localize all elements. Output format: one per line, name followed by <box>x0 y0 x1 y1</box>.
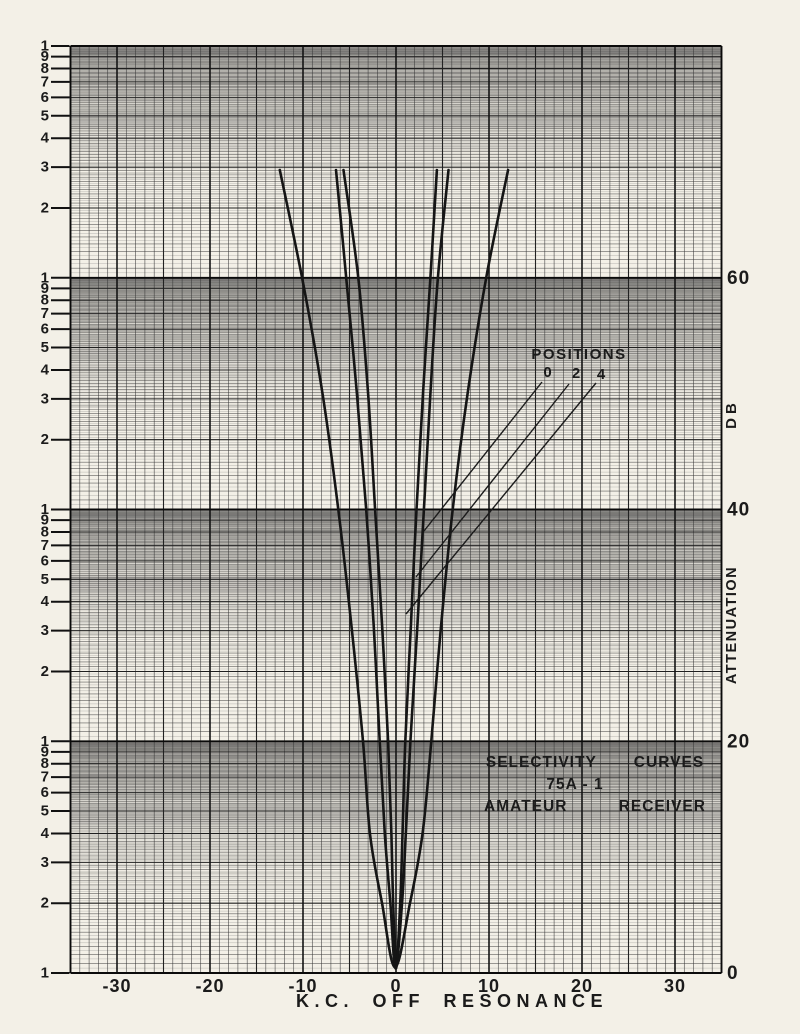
log-scale-label: 2 <box>41 199 49 216</box>
log-scale-label: 9 <box>41 48 49 65</box>
db-axis-unit-label: DB <box>723 399 740 429</box>
log-scale-label: 9 <box>41 512 49 529</box>
log-scale-label: 3 <box>41 390 49 407</box>
log-graph-grid <box>69 45 723 974</box>
log-scale-label: 7 <box>41 537 49 554</box>
log-scale-label: 5 <box>41 339 49 356</box>
log-scale-label: 4 <box>41 130 50 147</box>
position-leader-lines <box>405 381 597 615</box>
log-scale-label: 9 <box>41 280 49 297</box>
log-scale-label: 6 <box>41 89 49 106</box>
position-digit-label: 2 <box>572 365 580 382</box>
log-scale-label: 7 <box>41 305 49 322</box>
log-scale-label: 3 <box>41 159 49 176</box>
selectivity-curves <box>278 168 510 970</box>
x-tick-label: -30 <box>102 976 131 996</box>
log-scale-label: 3 <box>41 854 49 871</box>
log-scale-label: 6 <box>41 784 49 801</box>
attenuation-axis-title: ATTENUATION <box>724 566 740 684</box>
db-tick-label: 20 <box>727 731 750 752</box>
db-axis-tick-labels: 60 40 20 0 <box>727 268 750 984</box>
log-scale-label: 4 <box>41 593 50 610</box>
position-digit-label: 0 <box>543 364 551 381</box>
log-scale-label: 4 <box>41 825 50 842</box>
selectivity-curve-position-4 <box>278 168 510 969</box>
log-scale-label: 1 <box>41 269 49 286</box>
log-scale-label: 5 <box>41 803 49 820</box>
log-scale-label: 2 <box>41 431 49 448</box>
log-scale-label: 9 <box>41 743 49 760</box>
x-tick-label: 0 <box>390 976 401 996</box>
log-scale-label: 8 <box>41 755 49 772</box>
x-tick-label: -10 <box>288 976 317 996</box>
chart-title-line-2: 75A - 1 <box>546 776 603 793</box>
leader-line-position-2 <box>415 383 570 578</box>
log-scale-label: 5 <box>41 107 49 124</box>
log-scale-label: 4 <box>41 361 50 378</box>
positions-annotation-label: POSITIONS <box>531 346 626 363</box>
x-tick-label: 10 <box>478 976 500 996</box>
log-scale-label: 7 <box>41 73 49 90</box>
chart-title-line-3: AMATEUR RECEIVER <box>484 798 706 815</box>
log-scale-label: 7 <box>41 769 49 786</box>
chart-title-line-1: SELECTIVITY CURVES <box>486 754 704 771</box>
x-tick-label: 20 <box>571 976 593 996</box>
x-tick-label: -20 <box>195 976 224 996</box>
log-scale-label: 1 <box>41 38 49 55</box>
log-scale-label: 1 <box>41 965 49 982</box>
log-scale-label: 1 <box>41 501 49 518</box>
db-tick-label: 0 <box>727 963 739 984</box>
x-axis-title: K.C. OFF RESONANCE <box>296 991 608 1011</box>
log-scale-label: 8 <box>41 523 49 540</box>
x-axis-tick-labels: -30 -20 -10 0 10 20 30 <box>102 976 686 996</box>
log-scale-label: 5 <box>41 571 49 588</box>
log-scale-label: 2 <box>41 663 49 680</box>
db-tick-label: 40 <box>727 500 750 521</box>
leader-line-position-4 <box>405 382 597 615</box>
log-scale-label: 1 <box>41 733 49 750</box>
log-scale-label: 6 <box>41 321 49 338</box>
log-scale-label: 8 <box>41 60 49 77</box>
log-scale-label: 6 <box>41 552 49 569</box>
db-tick-label: 60 <box>727 268 750 289</box>
log-scale-label: 3 <box>41 622 49 639</box>
grid-boundaries <box>69 45 723 974</box>
x-tick-label: 30 <box>664 976 686 996</box>
position-digit-label: 4 <box>597 366 606 383</box>
leader-line-position-0 <box>423 381 543 532</box>
log-scale-label: 2 <box>41 895 49 912</box>
log-scale-label: 8 <box>41 292 49 309</box>
